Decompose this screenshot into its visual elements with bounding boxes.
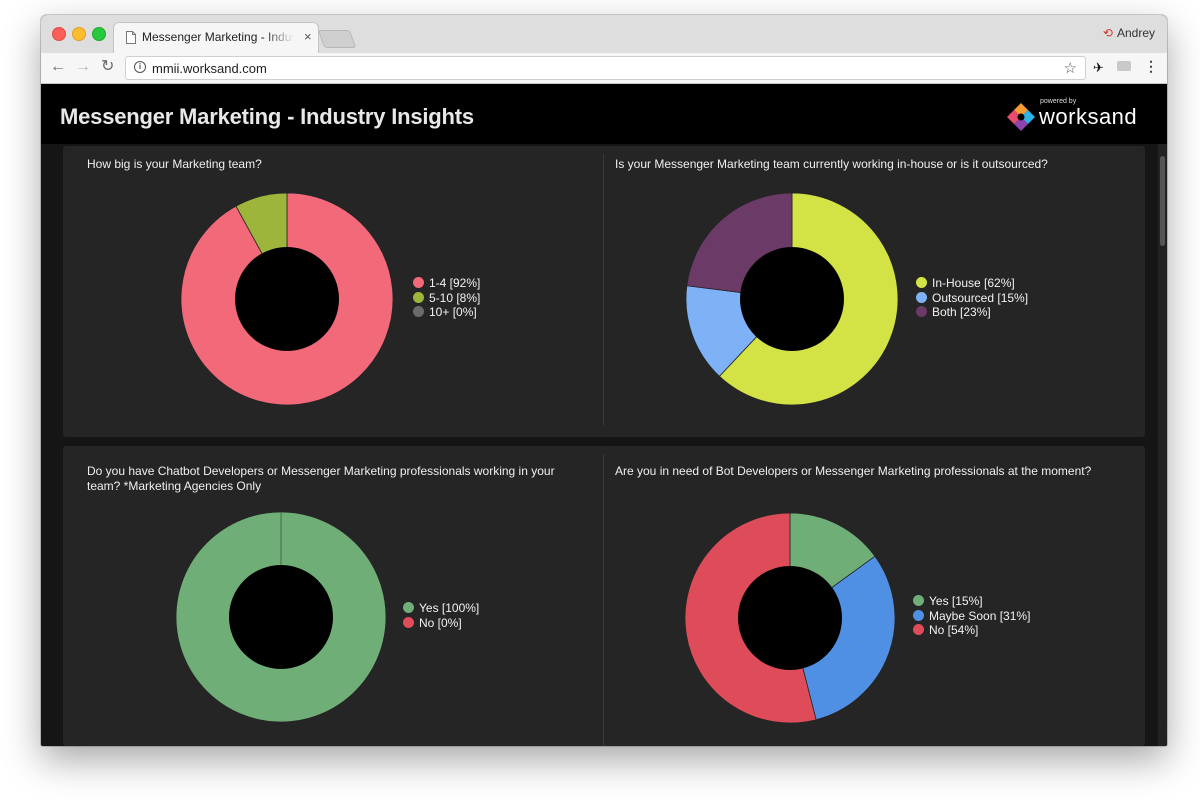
chart-question-need-developers: Are you in need of Bot Developers or Mes… bbox=[615, 464, 1092, 478]
tab-strip: Messenger Marketing - Industr × ⟲ Andrey bbox=[41, 15, 1167, 53]
legend-label: Yes [100%] bbox=[419, 601, 480, 615]
legend-swatch bbox=[913, 624, 924, 636]
team-size-legend: 1-4 [92%] 5-10 [8%] 10+ [0%] bbox=[413, 276, 480, 320]
chart-divider bbox=[603, 454, 604, 746]
brand-tagline: powered by bbox=[1040, 98, 1077, 105]
browser-toolbar: ← → ↻ i mmii.worksand.com ☆ ✈ ⋮ bbox=[41, 53, 1167, 84]
legend-swatch bbox=[413, 291, 424, 303]
forward-icon[interactable]: → bbox=[75, 58, 91, 75]
donut-hole bbox=[738, 566, 842, 670]
legend-swatch bbox=[913, 595, 924, 606]
browser-tab[interactable]: Messenger Marketing - Industr × bbox=[113, 22, 319, 53]
window-minimize-button[interactable] bbox=[72, 27, 86, 41]
legend-item[interactable]: 5-10 [8%] bbox=[413, 291, 480, 306]
legend-label: In-House [62%] bbox=[932, 276, 1015, 290]
donut-hole bbox=[235, 247, 339, 351]
legend-item[interactable]: 1-4 [92%] bbox=[413, 276, 480, 291]
donut-hole bbox=[229, 565, 333, 669]
legend-label: Both [23%] bbox=[932, 305, 991, 320]
tab-title: Messenger Marketing - Industr bbox=[142, 30, 302, 44]
extension-icon[interactable]: ✈ bbox=[1093, 60, 1104, 75]
chart-question-team-size: How big is your Marketing team? bbox=[87, 157, 262, 171]
chart-question-chatbot-developers: Do you have Chatbot Developers or Messen… bbox=[87, 464, 555, 493]
chatbot-developers-donut-chart[interactable] bbox=[176, 512, 386, 722]
chart-question-in-house: Is your Messenger Marketing team current… bbox=[615, 157, 1048, 171]
tab-title-fade bbox=[264, 25, 302, 49]
legend-swatch bbox=[403, 602, 414, 613]
site-info-icon[interactable]: i bbox=[134, 61, 146, 73]
legend-item[interactable]: Maybe Soon [31%] bbox=[913, 609, 1030, 624]
page-scrollbar[interactable] bbox=[1158, 144, 1167, 746]
legend-label: Outsourced [15%] bbox=[932, 290, 1029, 305]
legend-swatch bbox=[916, 306, 927, 318]
legend-item[interactable]: Both [23%] bbox=[916, 305, 1028, 320]
cast-extension-icon[interactable] bbox=[1117, 61, 1131, 71]
legend-item[interactable]: Yes [15%] bbox=[913, 594, 1030, 609]
legend-swatch bbox=[913, 609, 924, 621]
legend-label: 1-4 [92%] bbox=[429, 276, 481, 290]
legend-item[interactable]: 10+ [0%] bbox=[413, 305, 480, 320]
profile-sync-icon: ⟲ bbox=[1102, 26, 1113, 40]
donut-slice[interactable] bbox=[789, 555, 895, 721]
legend-swatch bbox=[916, 277, 927, 288]
need-developers-legend: Yes [15%] Maybe Soon [31%] No [54%] bbox=[913, 594, 1030, 638]
reload-icon[interactable]: ↻ bbox=[101, 58, 115, 75]
team-size-donut-chart[interactable] bbox=[181, 193, 393, 405]
legend-swatch bbox=[413, 277, 424, 288]
legend-swatch bbox=[916, 291, 927, 303]
tab-close-icon[interactable]: × bbox=[304, 29, 312, 44]
scrollbar-thumb[interactable] bbox=[1160, 156, 1165, 246]
charts-row-2: Do you have Chatbot Developers or Messen… bbox=[63, 446, 1145, 746]
need-developers-donut-chart[interactable] bbox=[685, 513, 895, 723]
page-viewport: Messenger Marketing - Industry Insights … bbox=[41, 84, 1167, 746]
legend-item[interactable]: Yes [100%] bbox=[403, 601, 479, 616]
document-icon bbox=[126, 31, 136, 44]
back-icon[interactable]: ← bbox=[50, 58, 66, 75]
legend-item[interactable]: No [0%] bbox=[403, 616, 479, 631]
profile-name: Andrey bbox=[1116, 26, 1155, 40]
legend-swatch bbox=[413, 306, 424, 318]
brand-logo[interactable]: powered by worksand bbox=[1006, 98, 1146, 134]
browser-window: Messenger Marketing - Industr × ⟲ Andrey … bbox=[41, 15, 1167, 746]
page-title: Messenger Marketing - Industry Insights bbox=[60, 104, 474, 129]
legend-label: 10+ [0%] bbox=[429, 305, 477, 320]
app-header: Messenger Marketing - Industry Insights … bbox=[41, 84, 1167, 144]
in-house-legend: In-House [62%] Outsourced [15%] Both [23%] bbox=[916, 276, 1028, 320]
legend-item[interactable]: In-House [62%] bbox=[916, 276, 1028, 291]
window-close-button[interactable] bbox=[52, 27, 66, 41]
window-maximize-button[interactable] bbox=[92, 27, 106, 41]
chatbot-developers-legend: Yes [100%] No [0%] bbox=[403, 601, 479, 630]
chart-divider bbox=[603, 154, 604, 425]
new-tab-button[interactable] bbox=[317, 30, 357, 48]
bookmark-star-icon[interactable]: ☆ bbox=[1063, 60, 1077, 77]
address-bar[interactable]: i mmii.worksand.com ☆ bbox=[125, 56, 1086, 80]
browser-menu-icon[interactable]: ⋮ bbox=[1144, 58, 1158, 74]
legend-label: Yes [15%] bbox=[929, 594, 983, 608]
legend-item[interactable]: Outsourced [15%] bbox=[916, 291, 1028, 306]
legend-label: No [54%] bbox=[929, 623, 979, 638]
worksand-logo-icon bbox=[1007, 103, 1035, 131]
legend-label: Maybe Soon [31%] bbox=[929, 608, 1031, 623]
charts-row-1: How big is your Marketing team? 1-4 [92%… bbox=[63, 146, 1145, 437]
brand-name: worksand bbox=[1039, 104, 1138, 129]
legend-item[interactable]: No [54%] bbox=[913, 623, 1030, 638]
profile-button[interactable]: ⟲ Andrey bbox=[1103, 26, 1155, 40]
legend-label: 5-10 [8%] bbox=[429, 290, 481, 305]
donut-hole bbox=[740, 247, 844, 351]
legend-swatch bbox=[403, 616, 414, 628]
url-text[interactable]: mmii.worksand.com bbox=[152, 61, 267, 76]
in-house-donut-chart[interactable] bbox=[686, 193, 898, 405]
legend-label: No [0%] bbox=[419, 615, 462, 630]
